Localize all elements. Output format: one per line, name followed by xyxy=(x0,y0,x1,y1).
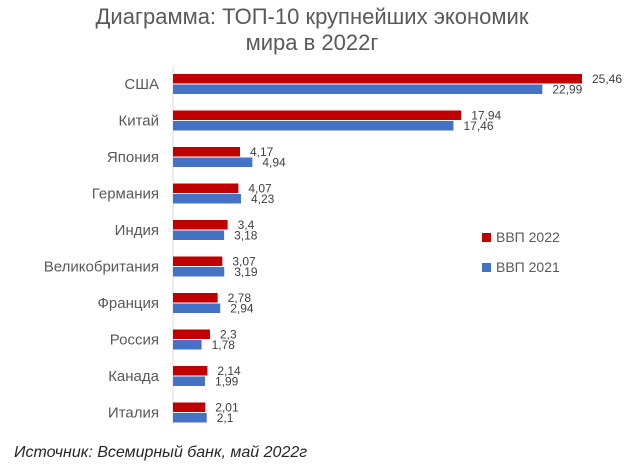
category-label: Канада xyxy=(108,368,159,385)
data-label-2022: 4,07 xyxy=(248,182,272,196)
data-label-2021: 3,19 xyxy=(234,265,258,279)
data-label-2021: 3,18 xyxy=(234,229,258,243)
bar-2022 xyxy=(173,366,208,376)
bar-2021 xyxy=(173,230,225,240)
category-label: Япония xyxy=(107,149,159,166)
category-label: Китай xyxy=(118,113,159,130)
data-label-2022: 4,17 xyxy=(250,145,274,159)
bar-2022 xyxy=(173,220,228,230)
bar-2022 xyxy=(173,74,582,84)
legend-swatch-2021 xyxy=(482,263,491,272)
bar-2022 xyxy=(173,402,206,412)
bar-2021 xyxy=(173,340,202,350)
legend: ВВП 2022 ВВП 2021 xyxy=(482,229,560,275)
data-label-2021: 4,94 xyxy=(262,156,286,170)
bar-2022 xyxy=(173,110,462,120)
data-label-2021: 1,99 xyxy=(215,375,239,389)
category-label: Германия xyxy=(92,186,159,203)
bar-2021 xyxy=(173,413,207,423)
bar-2021 xyxy=(173,376,205,386)
bar-2021 xyxy=(173,267,225,277)
data-label-2022: 3,4 xyxy=(238,218,255,232)
bar-2021 xyxy=(173,303,221,313)
bar-2022 xyxy=(173,293,218,303)
category-label: Великобритания xyxy=(44,259,159,276)
bar-2021 xyxy=(173,121,454,131)
data-label-2022: 2,3 xyxy=(220,328,237,342)
source-note: Источник: Всемирный банк, май 2022г xyxy=(14,444,308,461)
data-label-2022: 2,78 xyxy=(228,291,252,305)
bar-2022 xyxy=(173,147,240,157)
legend-label-2021: ВВП 2021 xyxy=(496,259,560,275)
data-label-2022: 2,14 xyxy=(217,364,241,378)
chart-title-line1: Диаграмма: ТОП-10 крупнейших экономик xyxy=(96,4,529,29)
category-label: Россия xyxy=(110,332,159,349)
category-label: США xyxy=(124,76,159,93)
data-label-2021: 2,94 xyxy=(230,302,254,316)
data-label-2022: 2,01 xyxy=(215,401,239,415)
chart-title-line2: мира в 2022г xyxy=(246,30,379,55)
bar-2021 xyxy=(173,194,241,204)
legend-label-2022: ВВП 2022 xyxy=(496,229,560,245)
bar-2022 xyxy=(173,329,210,339)
bar-2022 xyxy=(173,183,239,193)
category-label: Франция xyxy=(98,295,159,312)
data-label-2022: 17,94 xyxy=(471,109,501,123)
data-label-2022: 3,07 xyxy=(232,255,256,269)
data-label-2021: 1,78 xyxy=(212,338,236,352)
bar-2021 xyxy=(173,84,543,94)
category-label: Индия xyxy=(115,222,159,239)
category-label: Италия xyxy=(108,405,159,422)
data-label-2021: 4,23 xyxy=(251,192,275,206)
bar-2021 xyxy=(173,157,253,167)
legend-swatch-2022 xyxy=(482,233,491,242)
bar-2022 xyxy=(173,256,223,266)
data-label-2021: 2,1 xyxy=(217,411,234,425)
data-label-2021: 17,46 xyxy=(463,119,493,133)
data-label-2022: 25,46 xyxy=(592,72,622,86)
data-label-2021: 22,99 xyxy=(552,83,582,97)
